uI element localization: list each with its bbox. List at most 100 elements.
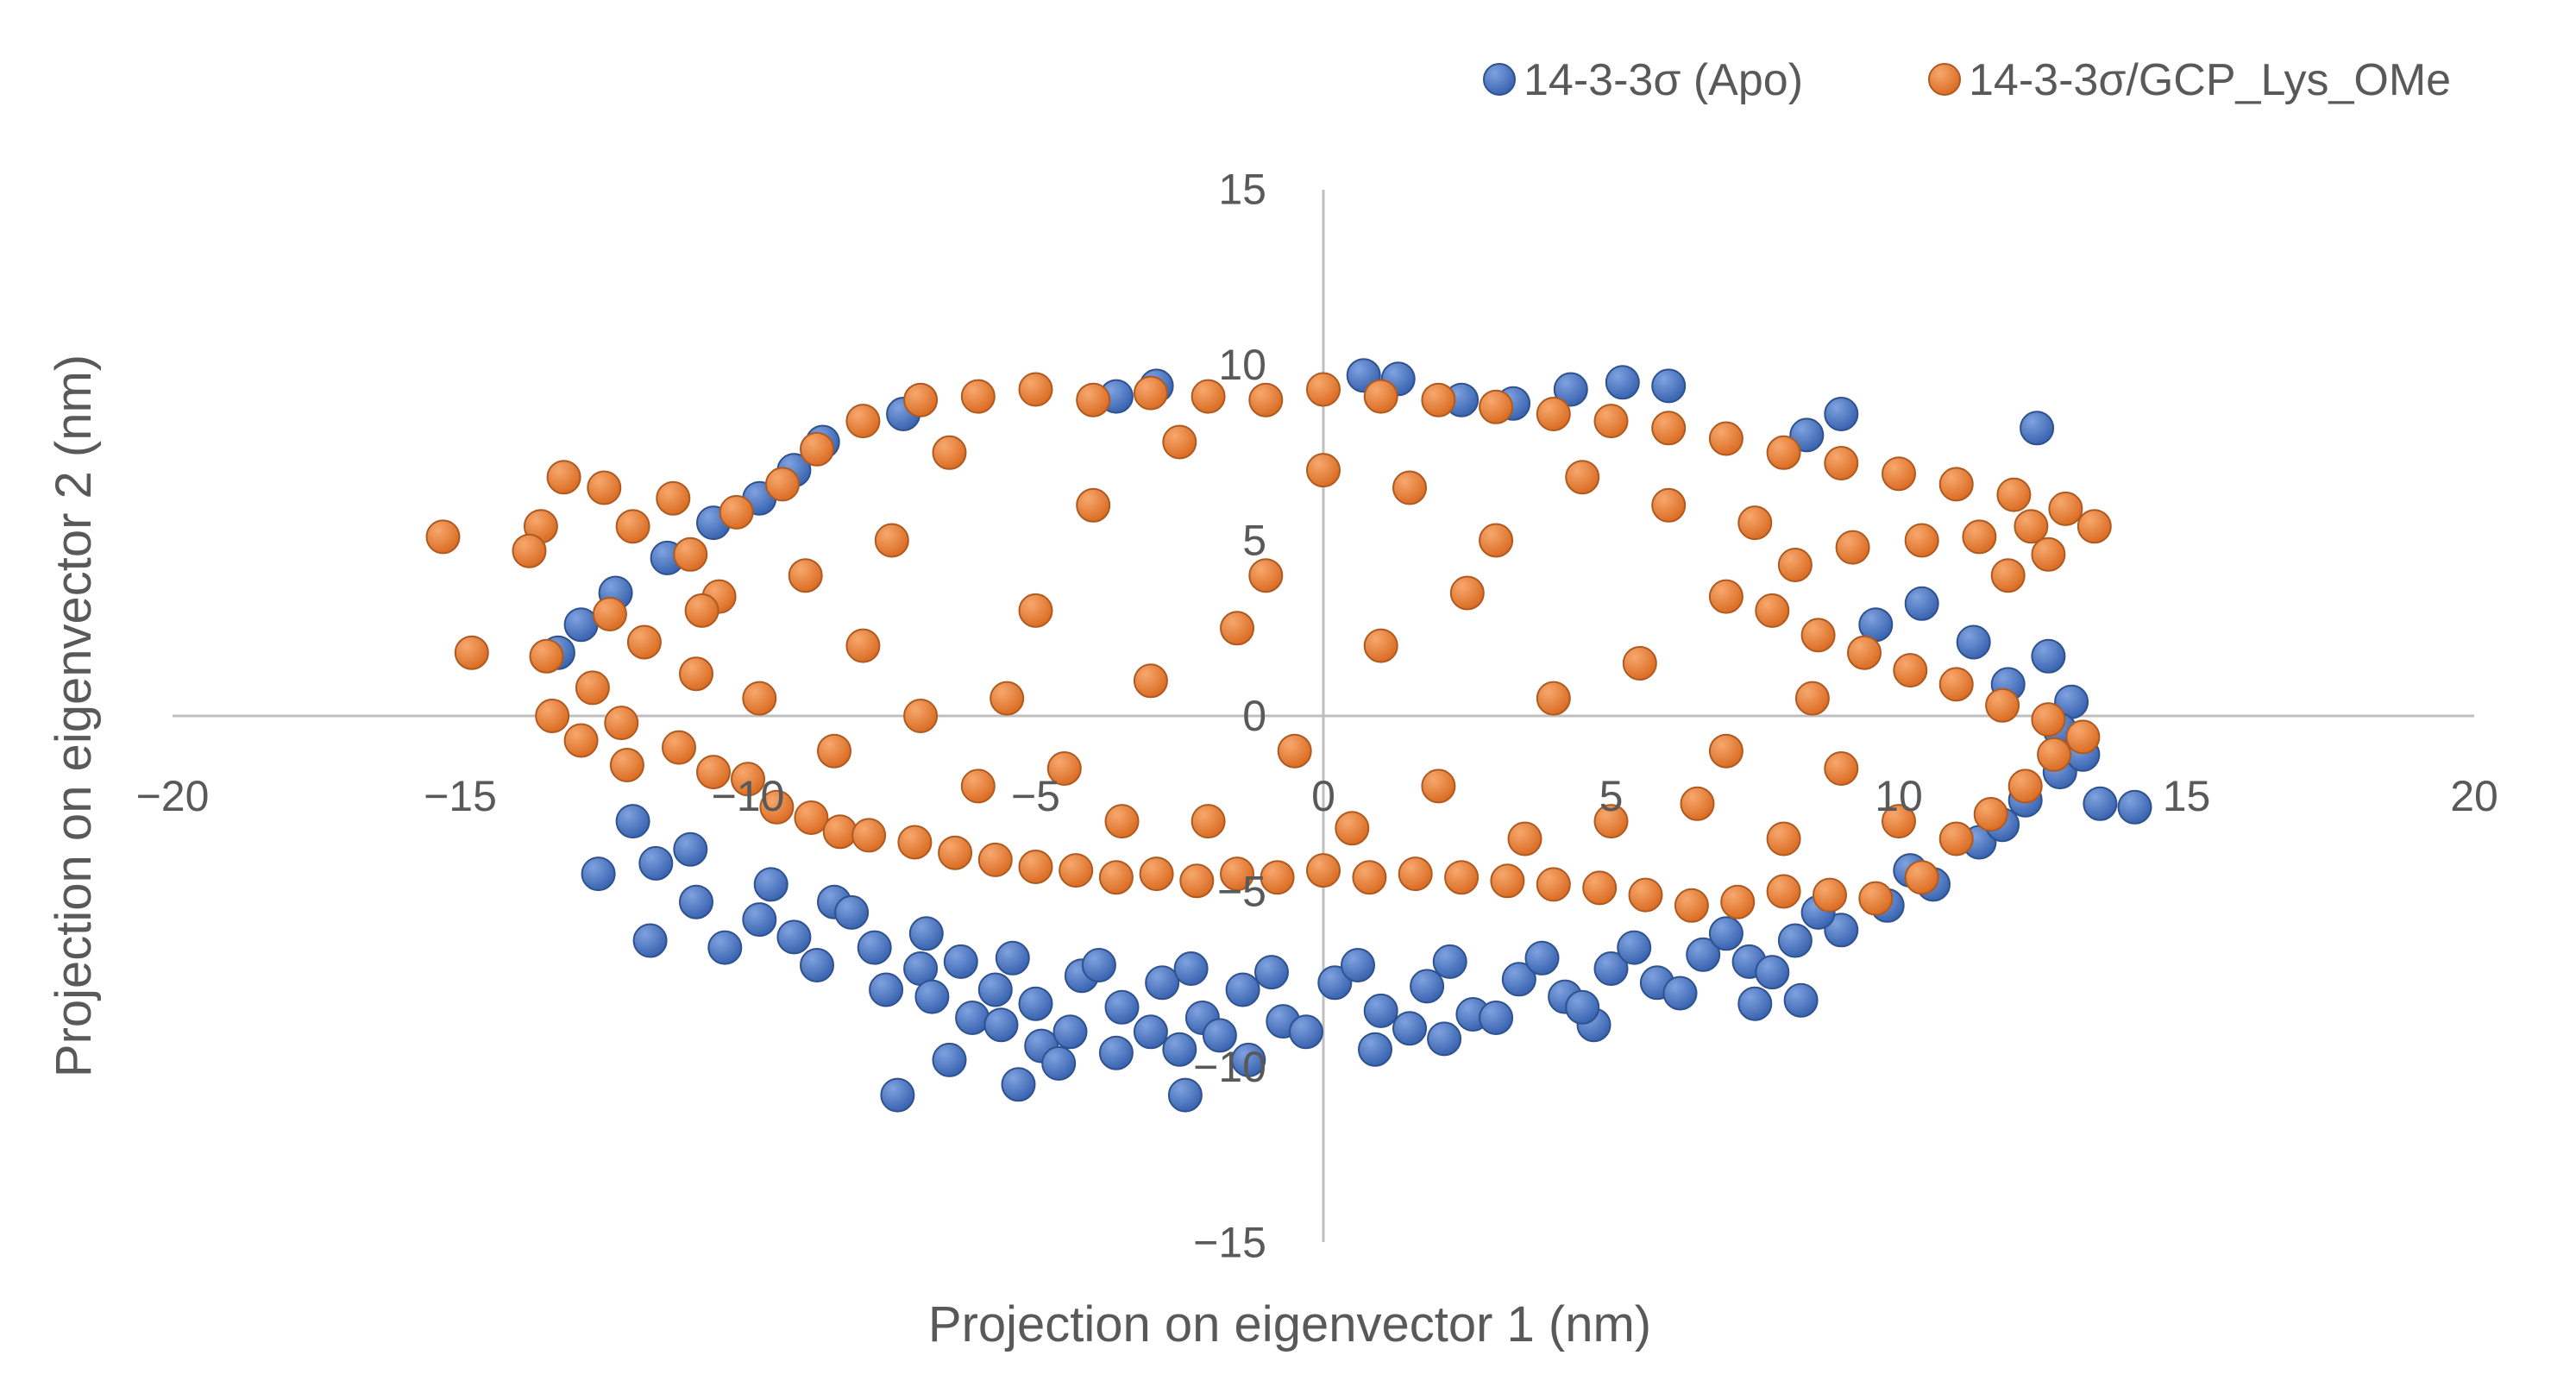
data-point <box>1708 579 1744 614</box>
data-point <box>1358 1032 1392 1067</box>
data-point <box>1674 888 1709 923</box>
data-point <box>1248 382 1284 417</box>
data-point <box>1680 786 1715 821</box>
data-point <box>1938 821 1974 857</box>
data-point <box>529 638 564 674</box>
data-point <box>1720 884 1756 919</box>
data-point <box>1179 863 1215 899</box>
data-point <box>1553 372 1588 407</box>
x-tick-label: −15 <box>424 772 497 820</box>
data-point <box>1479 523 1514 558</box>
data-point <box>1479 1001 1514 1035</box>
data-point <box>1536 397 1571 431</box>
data-point <box>1225 972 1260 1007</box>
data-point <box>512 533 547 568</box>
data-point <box>1536 681 1571 716</box>
data-point <box>834 894 870 930</box>
data-point <box>563 723 599 758</box>
data-point <box>1622 646 1657 681</box>
data-point <box>1162 1032 1197 1067</box>
data-points <box>425 358 2152 1113</box>
data-point <box>788 558 823 593</box>
data-point <box>776 919 812 955</box>
data-point <box>615 804 650 839</box>
data-point <box>1800 618 1836 653</box>
x-tick-label: −20 <box>136 772 210 820</box>
data-point <box>1449 575 1485 611</box>
data-point <box>684 593 719 628</box>
data-point <box>794 800 829 835</box>
data-point <box>1104 989 1140 1025</box>
data-point <box>2048 491 2083 526</box>
data-point <box>1041 1045 1077 1081</box>
data-point <box>1335 811 1370 846</box>
data-point <box>1306 453 1341 488</box>
data-point <box>581 857 616 892</box>
data-point <box>604 706 639 741</box>
data-point <box>1098 1035 1134 1070</box>
data-point <box>546 460 581 495</box>
data-point <box>983 1007 1019 1043</box>
data-point <box>615 509 650 544</box>
data-point <box>1052 1014 1088 1050</box>
data-point <box>759 789 795 825</box>
data-point <box>1524 940 1560 976</box>
data-point <box>1231 1042 1266 1077</box>
data-point <box>1162 424 1197 460</box>
data-point <box>1847 635 1882 670</box>
data-point <box>2083 786 2118 821</box>
data-point <box>1996 477 2032 512</box>
series-1 <box>425 372 2112 923</box>
data-point <box>1766 821 1801 857</box>
data-point <box>731 762 765 797</box>
data-point <box>1018 986 1053 1021</box>
data-point <box>1421 769 1456 804</box>
data-point <box>822 814 858 850</box>
data-point <box>1421 382 1456 417</box>
data-point <box>874 523 909 558</box>
data-point <box>943 944 978 979</box>
data-point <box>1059 853 1094 888</box>
data-point <box>1938 667 1974 702</box>
data-point <box>1651 487 1687 523</box>
data-point <box>592 597 627 631</box>
data-point <box>673 536 708 572</box>
data-point <box>1254 955 1289 990</box>
data-point <box>1076 487 1111 523</box>
x-tick-label: 15 <box>2163 772 2211 820</box>
data-point <box>1392 1011 1427 1046</box>
data-point <box>1046 751 1082 786</box>
data-point <box>880 1077 915 1113</box>
data-point <box>2031 702 2066 737</box>
data-point <box>1191 379 1226 414</box>
data-point <box>2077 509 2112 544</box>
data-point <box>1651 368 1687 404</box>
data-point <box>995 940 1030 976</box>
data-point <box>1363 628 1398 663</box>
data-point <box>2031 638 2066 674</box>
data-point <box>1813 877 1847 913</box>
data-point <box>2020 411 2055 446</box>
data-point <box>1904 860 1939 895</box>
data-point <box>454 635 489 670</box>
legend-label-apo: 14-3-3σ (Apo) <box>1524 55 1803 105</box>
data-point <box>1145 965 1180 1001</box>
data-point <box>1317 965 1353 1001</box>
data-point <box>662 730 696 765</box>
data-point <box>1985 687 2020 723</box>
data-point <box>1191 804 1226 839</box>
data-point <box>1410 969 1445 1004</box>
data-point <box>1755 593 1790 628</box>
data-point <box>897 825 933 860</box>
data-point <box>719 494 754 530</box>
data-point <box>753 867 789 902</box>
data-point <box>609 748 644 782</box>
data-point <box>817 733 851 769</box>
x-tick-labels: −20 −15 −10 −5 0 5 10 15 20 <box>136 772 2498 820</box>
data-point <box>656 480 691 516</box>
data-point <box>1593 804 1629 839</box>
data-point <box>1582 870 1618 906</box>
data-point <box>1220 857 1254 892</box>
data-point <box>1882 456 1916 492</box>
y-tick-label: 10 <box>1218 341 1266 389</box>
